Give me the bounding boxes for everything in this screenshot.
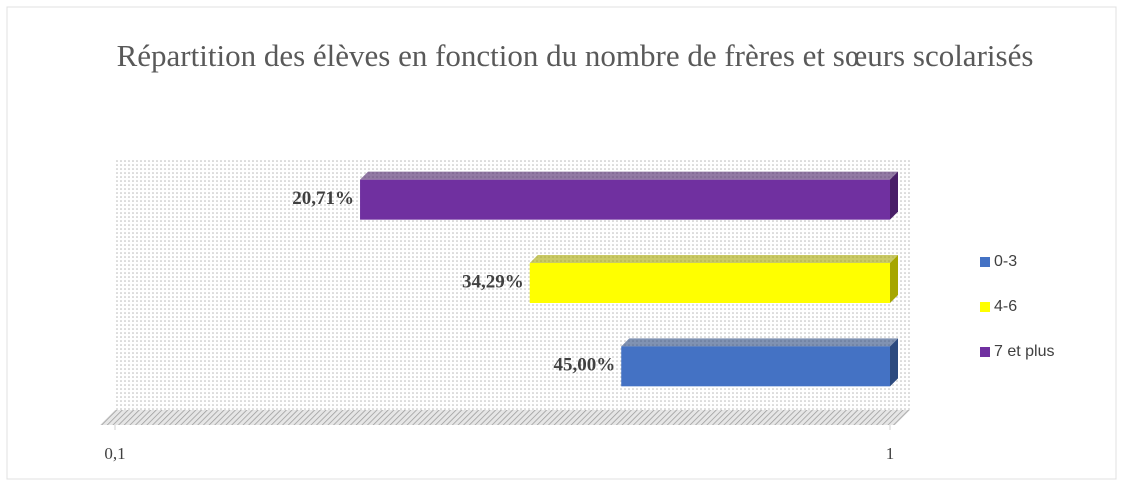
legend-label: 0-3 [994, 253, 1017, 270]
x-tick-label: 1 [886, 444, 895, 463]
bar-top [529, 255, 898, 263]
legend-label: 7 et plus [994, 343, 1054, 360]
bar [621, 346, 890, 387]
bar-side [890, 338, 898, 387]
data-label: 34,29% [462, 271, 524, 292]
bar-top [360, 171, 899, 180]
plot-floor [100, 410, 910, 425]
legend-swatch [980, 302, 990, 312]
x-tick-label: 0,1 [104, 444, 125, 463]
bar [360, 179, 891, 220]
data-label: 45,00% [553, 355, 615, 376]
bar-side [890, 255, 898, 303]
chart-title: Répartition des élèves en fonction du no… [116, 38, 1034, 73]
legend-swatch [980, 257, 990, 267]
data-label: 20,71% [292, 188, 354, 209]
legend-swatch [980, 347, 990, 357]
bar [529, 263, 890, 303]
bar-top [621, 338, 898, 347]
legend-label: 4-6 [994, 298, 1017, 315]
bar-side [890, 171, 898, 220]
chart-border [6, 6, 1117, 480]
